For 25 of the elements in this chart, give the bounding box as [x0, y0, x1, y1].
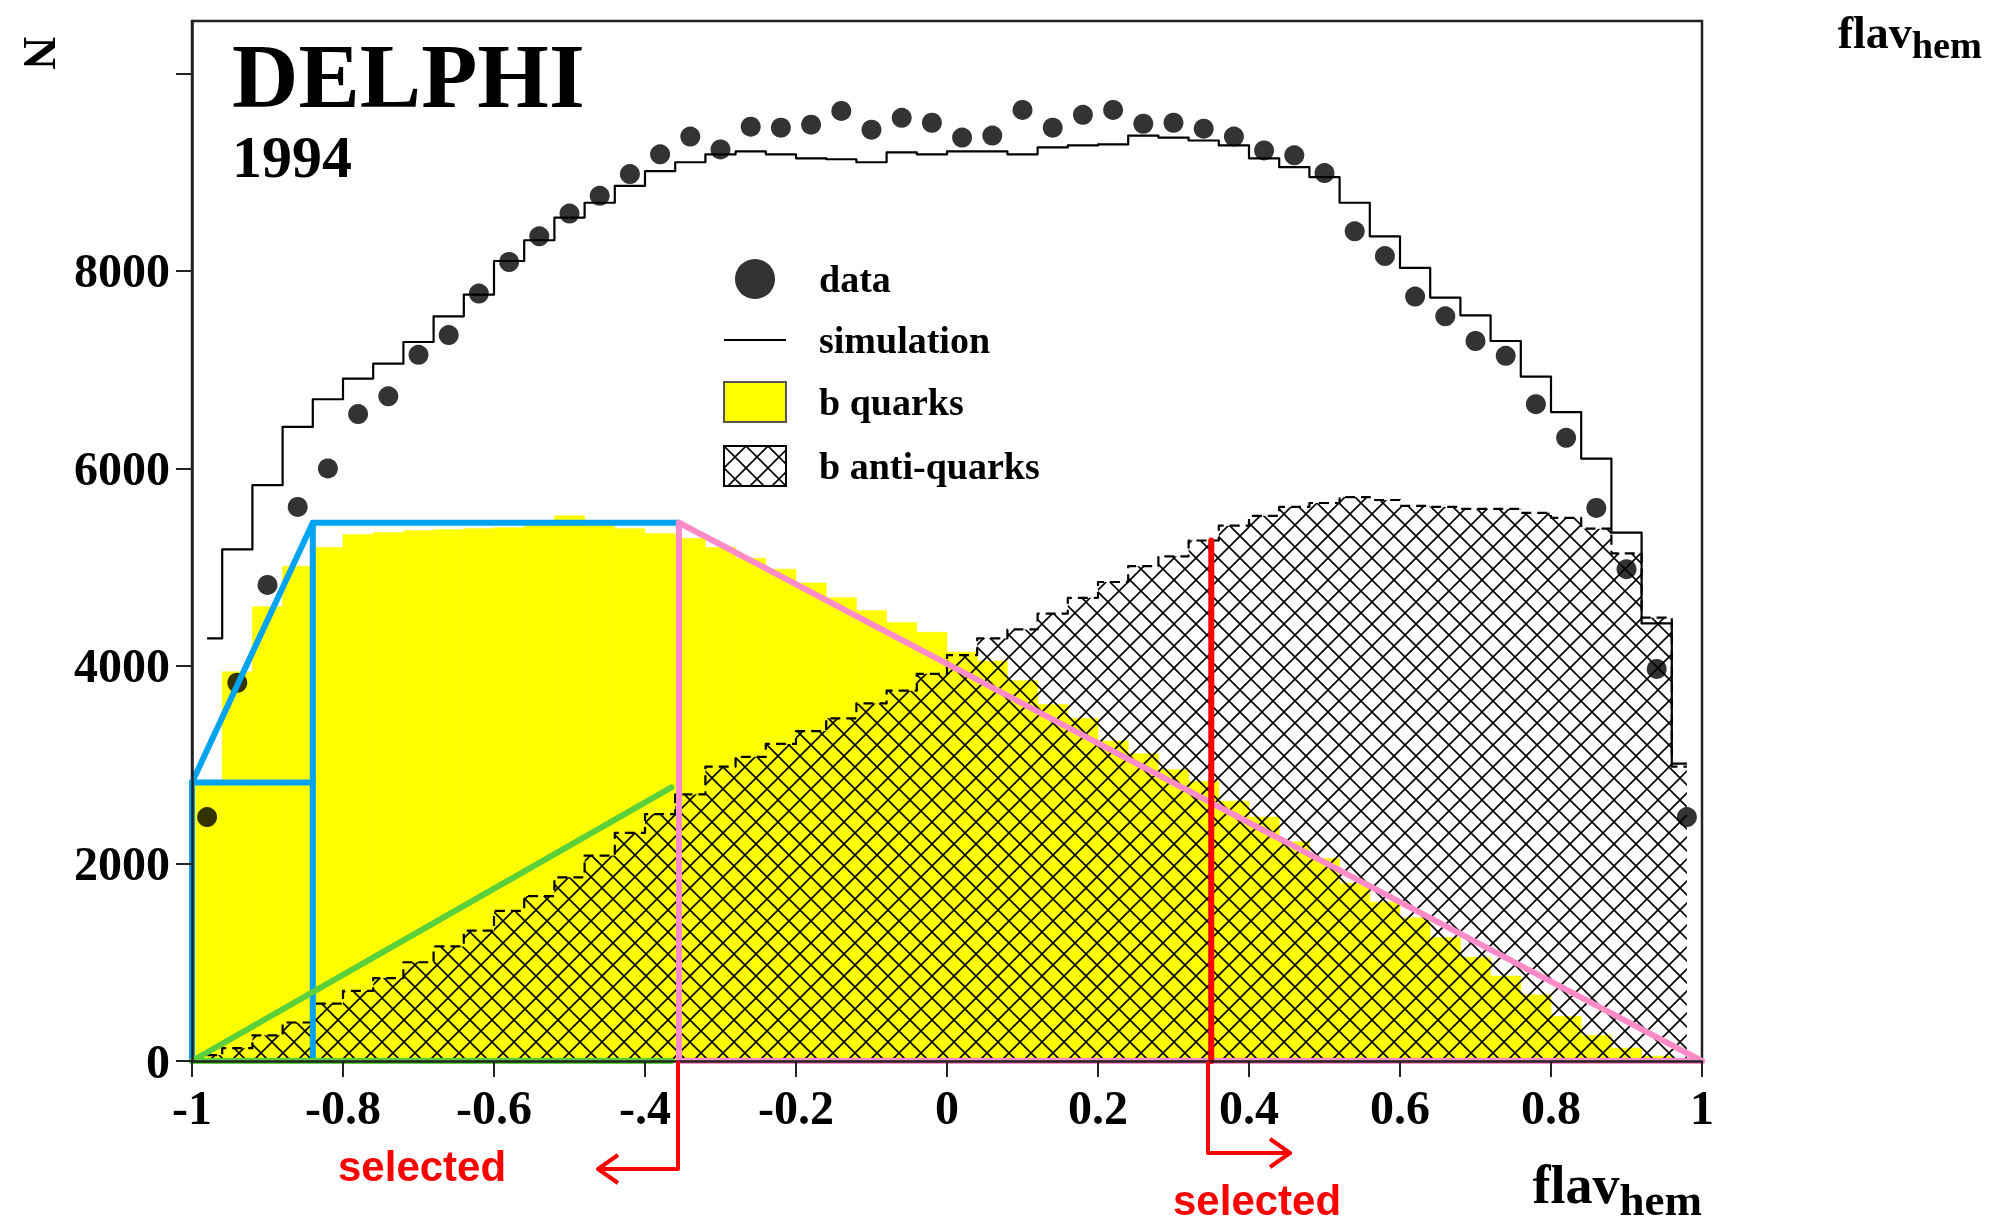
legend-label: data — [819, 258, 891, 300]
legend-label: b anti-quarks — [819, 445, 1040, 487]
x-tick-label: 0.4 — [1219, 1080, 1279, 1134]
text: flav$_{hem}$ — [1837, 7, 1982, 67]
x-tick-label: -0.6 — [456, 1080, 532, 1134]
y-tick-label: 0 — [146, 1034, 170, 1088]
text: selected — [1173, 1177, 1342, 1223]
legend-label: b quarks — [819, 381, 964, 423]
y-axis-title: N — [13, 36, 65, 70]
x-tick-label: -0.8 — [305, 1080, 381, 1134]
y-tick-label: 2000 — [74, 836, 170, 890]
y-tick-label: 8000 — [74, 244, 170, 298]
x-tick-label: 0.2 — [1068, 1080, 1128, 1134]
x-tick-label: 1 — [1690, 1080, 1714, 1134]
y-tick-label: 6000 — [74, 441, 170, 495]
x-tick-label: 0.6 — [1370, 1080, 1430, 1134]
text: selected — [338, 1143, 507, 1191]
x-tick-label: -1 — [172, 1080, 212, 1134]
x-axis-title: flav$_{hem}$ — [1532, 1155, 1702, 1223]
x-tick-label: 0.8 — [1521, 1080, 1581, 1134]
y-tick-label: 4000 — [74, 639, 170, 693]
x-tick-label: -.4 — [619, 1080, 671, 1134]
legend-label: simulation — [819, 319, 991, 361]
x-tick-label: 0 — [935, 1080, 959, 1134]
x-tick-label: -0.2 — [758, 1080, 834, 1134]
